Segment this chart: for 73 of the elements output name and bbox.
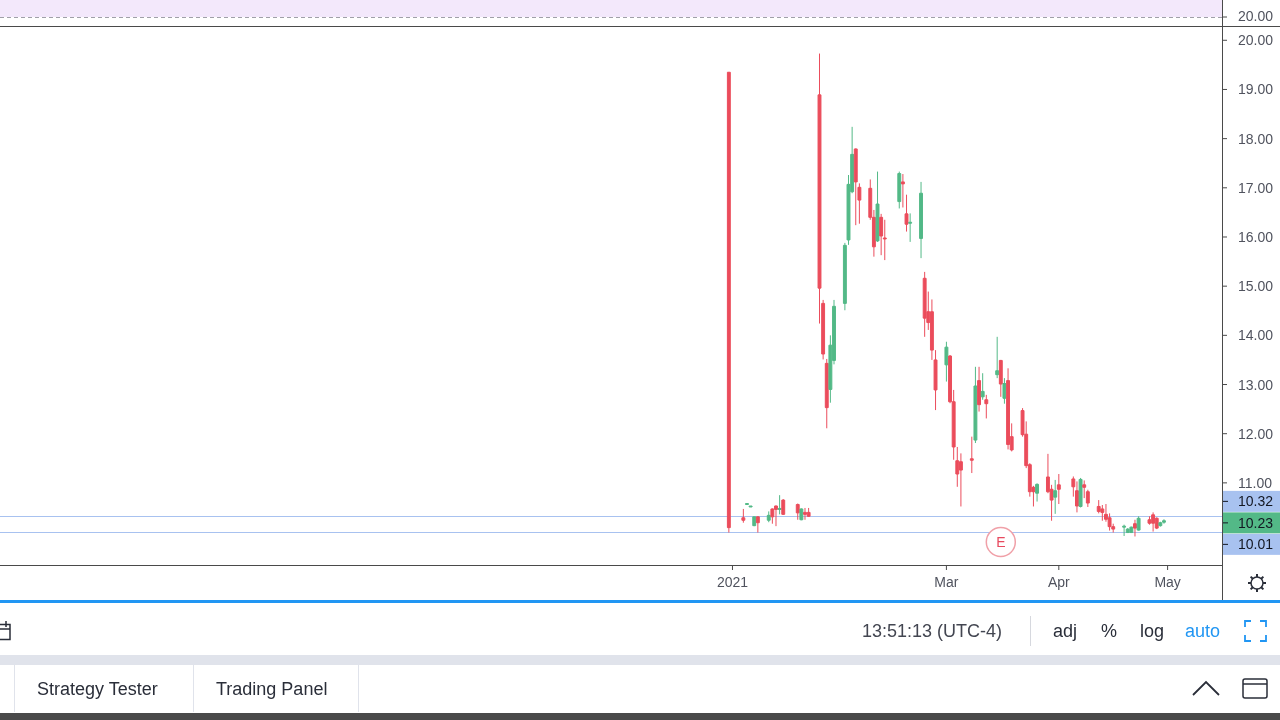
y-tick-label: 16.00 [1238, 228, 1274, 245]
x-tick-label: May [1154, 574, 1181, 590]
text: Strategy Tester [37, 679, 158, 699]
candlestick [774, 505, 778, 527]
candlestick [919, 181, 923, 259]
text: log [1140, 621, 1165, 641]
candlestick [1158, 521, 1163, 528]
y-tick-label: 12.00 [1238, 425, 1274, 442]
text: 13:51:13 (UTC-4) [862, 621, 1003, 641]
text: adj [1053, 621, 1078, 641]
candlestick [998, 359, 1003, 398]
candlestick [980, 372, 985, 401]
annotation: E [996, 534, 1006, 550]
candlestick [752, 516, 757, 527]
candlestick [803, 507, 807, 521]
candlestick [897, 171, 902, 209]
candlestick [1136, 515, 1141, 532]
candlestick [1122, 524, 1127, 537]
candlestick [770, 507, 775, 525]
candlestick [726, 71, 731, 534]
candlestick [1056, 473, 1061, 505]
candlestick [781, 498, 786, 516]
y-tick-label: 19.00 [1238, 81, 1274, 98]
candlestick [875, 171, 880, 243]
candlestick [1100, 504, 1105, 522]
candlestick [969, 436, 974, 474]
candlestick [944, 341, 949, 383]
y-tick-label: 14.00 [1238, 327, 1274, 344]
candlestick [795, 503, 800, 521]
candlestick [1035, 482, 1040, 503]
candlestick [777, 494, 782, 515]
candlestick [748, 505, 753, 508]
candlestick [922, 271, 927, 338]
candlestick [1078, 477, 1083, 508]
candlestick [806, 507, 811, 518]
candlestick [1002, 377, 1007, 405]
candlestick [984, 394, 989, 419]
y-tick-label: 20.00 [1238, 32, 1274, 49]
y-tick-label: 11.00 [1238, 474, 1273, 491]
x-tick-label: 2021 [716, 574, 749, 590]
y-tick-label: 13.00 [1238, 376, 1274, 393]
candlestick [741, 508, 746, 524]
candlestick [1006, 367, 1011, 450]
x-tick-label: Mar [934, 574, 959, 590]
candlestick [1053, 479, 1058, 515]
candlestick [879, 213, 884, 256]
candlestick [977, 366, 981, 413]
x-tick-label: Apr [1047, 574, 1071, 590]
ref-line-label: 10.01 [1238, 536, 1274, 553]
candlestick [1151, 511, 1156, 533]
y-tick-label: 17.00 [1238, 179, 1274, 196]
candlestick [766, 510, 771, 523]
candlestick [1075, 480, 1079, 513]
ref-line-label: 10.32 [1238, 493, 1274, 510]
candlestick [799, 507, 804, 521]
candlestick [853, 147, 858, 226]
text: % [1101, 621, 1118, 641]
candlestick [1133, 519, 1137, 537]
y-tick-label: 15.00 [1238, 278, 1274, 295]
candlestick [1162, 518, 1166, 525]
text: 10.23 [1238, 514, 1274, 531]
candlestick [745, 503, 749, 506]
candlestick [904, 194, 909, 233]
text: auto [1185, 621, 1221, 641]
y-tick-label: 18.00 [1238, 130, 1274, 147]
candlestick [995, 336, 1000, 379]
candlestick [908, 212, 913, 243]
candlestick [842, 242, 847, 311]
candlestick [900, 173, 905, 208]
candlestick [1129, 526, 1134, 534]
candlestick [755, 515, 760, 534]
candlestick [973, 366, 978, 444]
text: Trading Panel [216, 679, 328, 699]
